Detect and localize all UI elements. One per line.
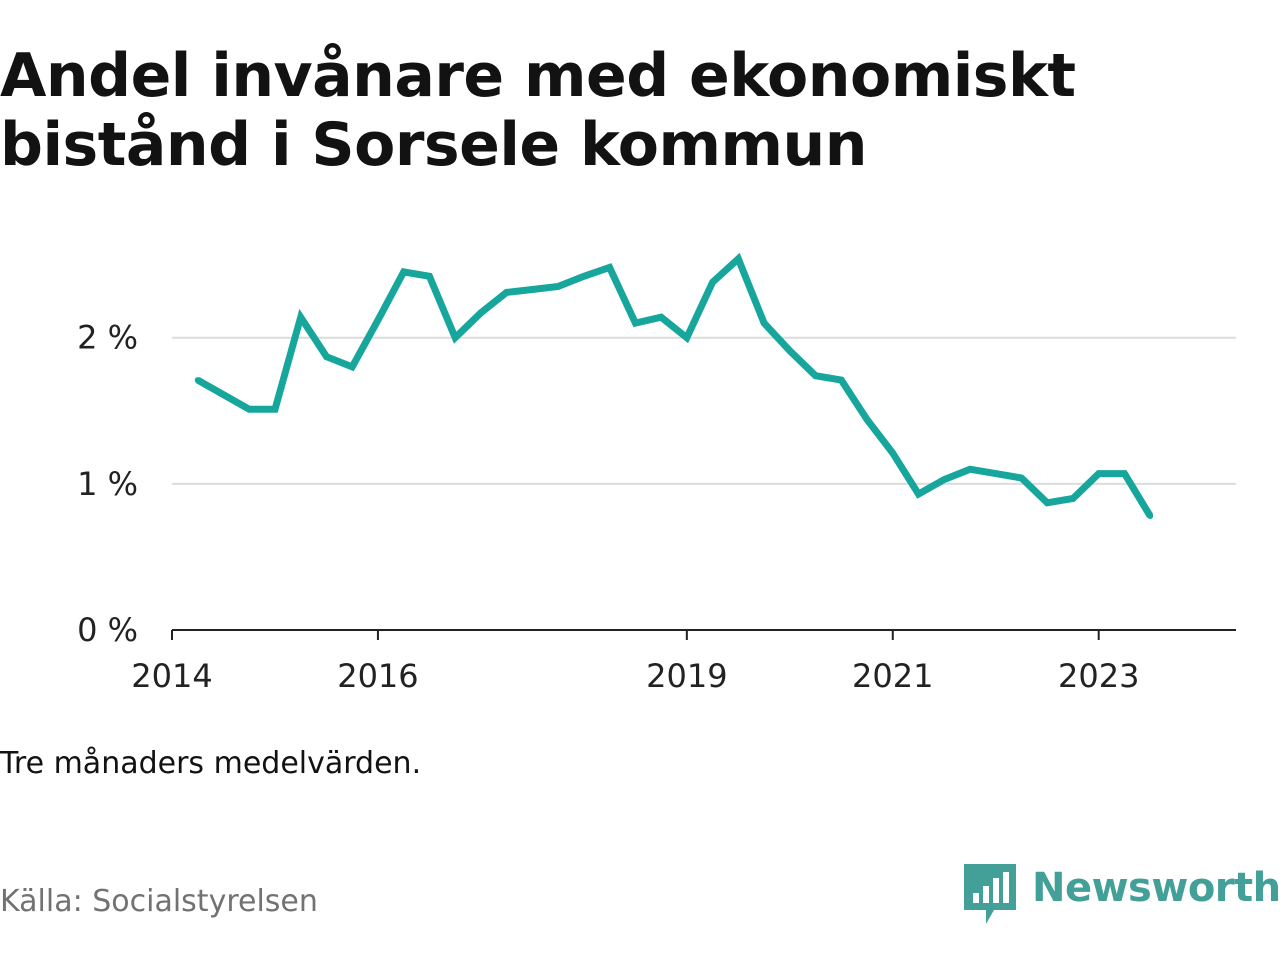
data-point — [1121, 470, 1128, 477]
data-point — [1018, 475, 1025, 481]
data-point — [477, 309, 484, 316]
line-chart: 0 % 1 % 2 % 2014 2016 2019 2021 2023 — [77, 252, 1236, 695]
data-point — [529, 286, 536, 293]
data-point — [915, 491, 922, 498]
data-point — [246, 406, 253, 413]
chart-title-line-1: Andel invånare med ekonomiskt — [0, 41, 1076, 111]
data-point — [374, 317, 381, 324]
y-tick-label: 1 % — [77, 465, 138, 503]
data-point — [400, 268, 407, 275]
data-point — [555, 283, 562, 290]
x-tick-label: 2016 — [337, 657, 418, 695]
data-point — [297, 314, 304, 321]
data-point — [967, 466, 973, 473]
data-point — [452, 334, 459, 341]
data-point — [735, 255, 742, 262]
chart-title-line-2: bistånd i Sorsele kommun — [0, 110, 867, 180]
data-point — [503, 289, 510, 296]
x-tick-label: 2023 — [1058, 657, 1139, 695]
chart-note: Tre månaders medelvärden. — [0, 746, 422, 781]
data-point — [992, 470, 999, 477]
data-point — [632, 320, 639, 327]
data-point — [1044, 499, 1051, 506]
data-point — [838, 377, 845, 384]
data-point — [761, 320, 768, 327]
data-point — [194, 377, 201, 384]
data-point — [1070, 495, 1076, 502]
data-point — [220, 391, 227, 398]
x-tick-label: 2014 — [131, 657, 212, 695]
bar-chart-speech-bubble-icon — [964, 864, 1016, 924]
newsworthy-logo: Newsworthy — [964, 864, 1280, 926]
data-point — [864, 416, 870, 423]
y-tick-label: 2 % — [77, 319, 138, 357]
y-tick-label: 0 % — [77, 611, 138, 649]
data-point — [683, 334, 690, 341]
data-point — [889, 450, 896, 457]
data-point — [349, 363, 356, 370]
data-point — [709, 279, 716, 286]
series-line — [195, 252, 1154, 518]
chart-title: Andel invånare med ekonomiskt bistånd i … — [0, 42, 1260, 180]
data-point — [658, 314, 665, 321]
data-point — [323, 353, 330, 360]
data-point — [606, 264, 613, 271]
logo-text: Newsworthy — [1032, 865, 1280, 911]
data-point — [812, 372, 819, 379]
source-label: Källa: Socialstyrelsen — [0, 884, 318, 919]
x-tick-label: 2019 — [646, 657, 727, 695]
data-point — [1095, 470, 1102, 477]
data-point — [786, 347, 793, 354]
data-point — [1147, 513, 1154, 519]
data-point — [941, 476, 948, 483]
data-point — [272, 406, 278, 413]
data-point — [580, 273, 587, 280]
data-point — [426, 273, 433, 280]
x-tick-label: 2021 — [852, 657, 933, 695]
